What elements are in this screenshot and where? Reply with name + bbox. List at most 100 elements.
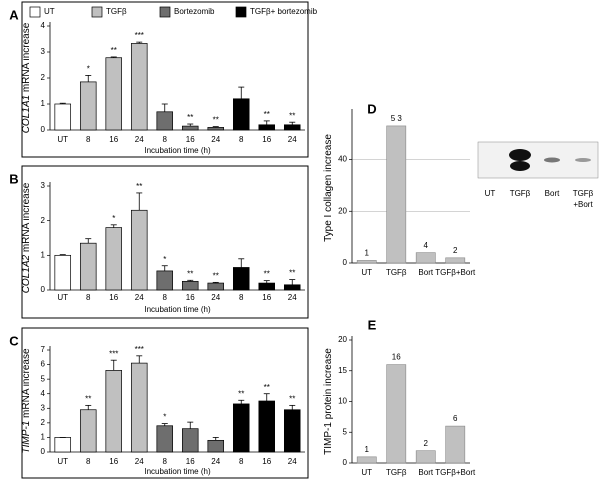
- x-tick-label: Bort: [418, 468, 433, 477]
- y-tick-label: 5: [343, 427, 348, 436]
- bar: [105, 370, 123, 453]
- x-tick-label: 8: [239, 293, 244, 302]
- y-tick-label: 4: [41, 389, 46, 398]
- x-tick-label: 24: [135, 293, 144, 302]
- x-tick-label: TGFβ+Bort: [435, 468, 476, 477]
- y-tick-label: 0: [343, 258, 348, 267]
- legend-swatch: [235, 6, 247, 18]
- value-label: 5 3: [391, 114, 403, 123]
- x-tick-label: 24: [135, 457, 144, 466]
- significance: ***: [135, 31, 144, 40]
- significance: **: [213, 271, 219, 280]
- value-label: 16: [392, 353, 401, 362]
- panel-letter: A: [9, 7, 19, 22]
- x-tick-label: TGFβ: [386, 468, 407, 477]
- y-axis-label-text: Type I collagen increase: [323, 134, 334, 242]
- blot-label: UT: [485, 189, 496, 198]
- bar: [156, 270, 174, 291]
- bar: [232, 98, 250, 131]
- x-tick-label: 16: [186, 457, 195, 466]
- bar: [445, 257, 466, 264]
- x-tick-label: 24: [288, 293, 297, 302]
- y-tick-label: 0: [41, 125, 46, 134]
- bar: [207, 127, 225, 131]
- y-tick-label: 1: [41, 99, 46, 108]
- y-axis-label-gene: COL1A1: [21, 95, 32, 133]
- x-tick-label: UT: [57, 293, 68, 302]
- x-tick-label: 8: [239, 135, 244, 144]
- bar: [356, 260, 377, 264]
- bar: [258, 400, 276, 453]
- x-tick-label: 16: [262, 293, 271, 302]
- x-tick-label: Bort: [418, 268, 433, 277]
- x-tick-label: 8: [239, 457, 244, 466]
- value-label: 1: [365, 445, 370, 454]
- panel-letter: B: [9, 171, 18, 186]
- significance: **: [85, 394, 91, 403]
- value-label: 2: [453, 246, 458, 255]
- x-tick-label: 16: [109, 135, 118, 144]
- legend-label: TGFβ: [106, 7, 127, 16]
- significance: **: [264, 270, 270, 279]
- x-tick-label: 8: [163, 293, 168, 302]
- blot-label: Bort: [545, 189, 560, 198]
- significance: **: [289, 111, 295, 120]
- bar: [130, 209, 148, 291]
- bar: [105, 57, 123, 131]
- significance: *: [163, 413, 166, 422]
- legend-swatch: [91, 6, 103, 18]
- y-tick-label: 1: [41, 250, 46, 259]
- bar: [283, 124, 301, 131]
- x-tick-label: 24: [211, 293, 220, 302]
- x-axis-label: Incubation time (h): [144, 146, 211, 155]
- panel-frame: [21, 165, 309, 319]
- y-axis-label-gene: TIMP-1: [21, 421, 32, 454]
- blot-band: [575, 158, 591, 162]
- y-tick-label: 3: [41, 47, 46, 56]
- x-tick-label: 24: [288, 457, 297, 466]
- value-label: 4: [424, 241, 429, 250]
- y-axis-label-gene: COL1A2: [21, 255, 32, 294]
- bar: [181, 280, 199, 291]
- x-tick-label: 8: [163, 457, 168, 466]
- bar: [283, 409, 301, 453]
- x-tick-label: 16: [262, 135, 271, 144]
- x-tick-label: UT: [361, 268, 372, 277]
- legend-label: TGFβ+ bortezomib: [250, 7, 318, 16]
- bar: [156, 111, 174, 131]
- x-tick-label: 16: [109, 457, 118, 466]
- x-tick-label: 16: [186, 135, 195, 144]
- bar: [356, 456, 377, 464]
- significance: **: [187, 269, 193, 278]
- western-blot: [477, 141, 599, 179]
- panel-letter: D: [367, 101, 376, 116]
- blot-band: [509, 149, 531, 161]
- panel-frame: [21, 1, 309, 158]
- bar: [79, 409, 97, 453]
- y-tick-label: 2: [41, 73, 46, 82]
- bar: [105, 227, 123, 291]
- y-tick-label: 6: [41, 360, 46, 369]
- bar: [181, 125, 199, 131]
- blot-label: TGFβ: [510, 189, 531, 198]
- y-tick-label: 1: [41, 433, 46, 442]
- bar: [54, 254, 72, 291]
- significance: **: [213, 116, 219, 125]
- bar: [232, 403, 250, 453]
- significance: *: [163, 255, 166, 264]
- bar: [130, 43, 148, 131]
- y-tick-label: 15: [338, 366, 347, 375]
- bar: [54, 437, 72, 453]
- y-tick-label: 3: [41, 181, 46, 190]
- x-tick-label: 16: [262, 457, 271, 466]
- bar: [386, 364, 407, 464]
- y-axis-label: TIMP-1 protein increase: [323, 348, 334, 455]
- y-tick-label: 7: [41, 345, 46, 354]
- x-axis-label: Incubation time (h): [144, 305, 211, 314]
- x-tick-label: 24: [211, 457, 220, 466]
- x-tick-label: 8: [86, 293, 91, 302]
- significance: *: [87, 65, 90, 74]
- x-tick-label: 16: [186, 293, 195, 302]
- y-axis-label: COL1A1 mRNA increase: [21, 22, 32, 133]
